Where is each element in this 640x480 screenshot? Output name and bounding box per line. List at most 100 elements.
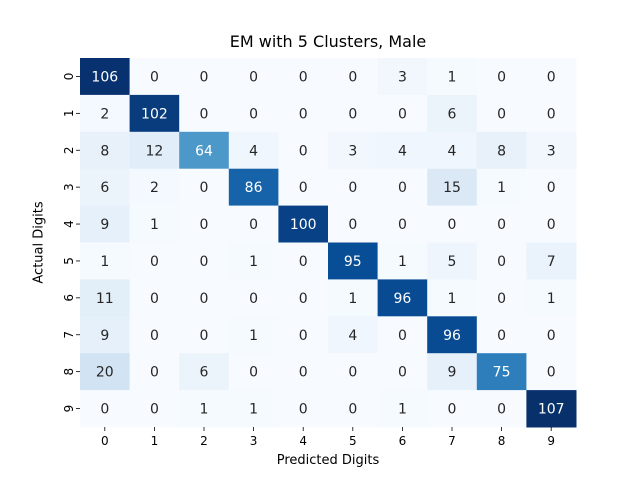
cell-value-1-5: 0	[348, 106, 357, 122]
heatmap-cell-1-9	[526, 94, 577, 133]
heatmap-cell-2-0	[80, 131, 131, 170]
heatmap-cell-8-3	[228, 353, 279, 391]
cell-value-2-9: 3	[547, 143, 556, 159]
x-tick-label-6: 6	[399, 434, 407, 448]
cell-value-1-8: 0	[497, 106, 506, 122]
cell-value-2-5: 3	[348, 143, 357, 159]
cell-value-5-6: 1	[398, 254, 407, 270]
cell-value-9-6: 1	[398, 402, 407, 418]
cell-value-2-7: 4	[448, 143, 457, 159]
heatmap-cell-9-7	[427, 390, 478, 428]
heatmap-cell-9-4	[278, 390, 329, 428]
x-tick-label-7: 7	[448, 434, 456, 448]
cell-value-0-1: 0	[150, 69, 159, 85]
cell-value-2-6: 4	[398, 143, 407, 159]
heatmap-cell-7-9	[526, 316, 577, 354]
heatmap-cell-4-9	[526, 205, 577, 243]
heatmap-cell-9-3	[228, 390, 279, 428]
cell-value-9-8: 0	[497, 402, 506, 418]
heatmap-cell-6-4	[278, 279, 329, 317]
heatmap-cell-7-2	[179, 316, 230, 354]
heatmap-cell-1-4	[278, 94, 329, 133]
heatmap-cell-4-2	[179, 205, 230, 243]
cell-value-9-4: 0	[299, 402, 308, 418]
cell-value-1-9: 0	[547, 106, 556, 122]
cell-value-7-6: 0	[398, 328, 407, 344]
heatmap-cell-7-1	[129, 316, 180, 354]
cell-value-4-6: 0	[398, 217, 407, 233]
heatmap-cell-3-9	[526, 168, 577, 207]
cell-value-4-8: 0	[497, 217, 506, 233]
x-tick-label-8: 8	[498, 434, 506, 448]
cell-value-6-5: 1	[348, 291, 357, 307]
cell-value-3-6: 0	[398, 180, 407, 196]
cell-value-3-3: 86	[245, 180, 263, 196]
cell-value-1-4: 0	[299, 106, 308, 122]
heatmap-cell-4-5	[328, 205, 379, 243]
heatmap-cell-6-5	[328, 279, 379, 317]
y-tick-label-4: 4	[62, 220, 76, 228]
heatmap-cell-5-3	[228, 242, 279, 280]
heatmap-cell-0-9	[526, 58, 577, 96]
heatmap-cell-0-6	[377, 58, 428, 96]
cell-value-5-3: 1	[249, 254, 258, 270]
x-tick-label-2: 2	[200, 434, 208, 448]
cell-value-2-4: 0	[299, 143, 308, 159]
heatmap-cell-2-1	[129, 131, 180, 170]
heatmap-cell-8-5	[328, 353, 379, 391]
heatmap-cell-3-8	[476, 168, 527, 207]
cell-value-2-2: 64	[195, 143, 213, 159]
cell-value-0-7: 1	[448, 69, 457, 85]
cell-value-5-4: 0	[299, 254, 308, 270]
heatmap-cell-6-3	[228, 279, 279, 317]
cell-value-8-2: 6	[200, 365, 209, 381]
heatmap-cell-6-6	[377, 279, 428, 317]
cell-value-0-2: 0	[200, 69, 209, 85]
cell-value-1-0: 2	[100, 106, 109, 122]
cell-value-1-7: 6	[448, 106, 457, 122]
heatmap-cell-3-7	[427, 168, 478, 207]
heatmap-cell-6-7	[427, 279, 478, 317]
cell-value-3-9: 0	[547, 180, 556, 196]
cell-value-6-3: 0	[249, 291, 258, 307]
cell-value-5-2: 0	[200, 254, 209, 270]
heatmap-cell-7-6	[377, 316, 428, 354]
heatmap-cell-8-0	[80, 353, 131, 391]
heatmap-cell-1-8	[476, 94, 527, 133]
cell-value-4-4: 100	[290, 217, 317, 233]
cell-value-5-1: 0	[150, 254, 159, 270]
cell-value-7-2: 0	[200, 328, 209, 344]
cell-value-0-9: 0	[547, 69, 556, 85]
cell-value-7-7: 96	[443, 328, 461, 344]
heatmap-cell-5-6	[377, 242, 428, 280]
heatmap-cell-6-0	[80, 279, 131, 317]
heatmap-cell-9-6	[377, 390, 428, 428]
cell-value-1-1: 102	[141, 106, 168, 122]
cell-value-1-6: 0	[398, 106, 407, 122]
cell-value-5-7: 5	[448, 254, 457, 270]
heatmap-cell-7-4	[278, 316, 329, 354]
cell-value-0-4: 0	[299, 69, 308, 85]
heatmap-cell-1-7	[427, 94, 478, 133]
cell-value-3-4: 0	[299, 180, 308, 196]
heatmap-cell-7-7	[427, 316, 478, 354]
heatmap-cell-6-2	[179, 279, 230, 317]
heatmap-cell-9-1	[129, 390, 180, 428]
heatmap-cell-4-3	[228, 205, 279, 243]
heatmap-cell-2-7	[427, 131, 478, 170]
cell-value-4-5: 0	[348, 217, 357, 233]
cell-value-3-5: 0	[348, 180, 357, 196]
cell-value-3-7: 15	[443, 180, 461, 196]
heatmap-cell-4-4	[278, 205, 329, 243]
heatmap-cell-8-6	[377, 353, 428, 391]
heatmap-cell-5-0	[80, 242, 131, 280]
heatmap-cell-2-6	[377, 131, 428, 170]
cell-value-9-7: 0	[448, 402, 457, 418]
cell-value-6-6: 96	[393, 291, 411, 307]
x-tick-label-4: 4	[299, 434, 307, 448]
cell-value-7-9: 0	[547, 328, 556, 344]
heatmap-cell-2-8	[476, 131, 527, 170]
cell-value-9-3: 1	[249, 402, 258, 418]
heatmap-cell-2-3	[228, 131, 279, 170]
heatmap-cell-4-1	[129, 205, 180, 243]
